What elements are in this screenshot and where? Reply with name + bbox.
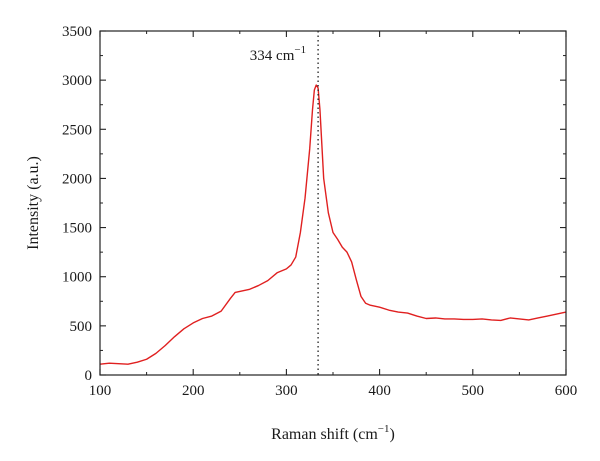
data-layer xyxy=(99,84,567,365)
x-axis-title: Raman shift (cm−1) xyxy=(271,423,395,443)
x-tick-label: 200 xyxy=(182,383,205,399)
peak-annotation: 334 cm−1 xyxy=(250,44,306,64)
y-axis-title: Intensity (a.u.) xyxy=(25,156,42,250)
x-tick-label: 500 xyxy=(462,383,485,399)
y-tick-label: 500 xyxy=(70,319,93,335)
x-axis-title-text: Raman shift (cm xyxy=(271,426,378,443)
x-tick-label: 600 xyxy=(555,383,578,399)
x-tick-label: 300 xyxy=(275,383,298,399)
y-tick-label: 2000 xyxy=(62,171,92,187)
x-tick-label: 400 xyxy=(368,383,391,399)
y-tick-label: 1500 xyxy=(62,221,92,237)
y-tick-label: 3500 xyxy=(62,24,92,40)
plot-frame xyxy=(99,30,567,376)
y-tick-label: 3000 xyxy=(62,73,92,89)
y-tick-label: 1000 xyxy=(62,270,92,286)
spectrum-line xyxy=(99,84,567,365)
x-axis-title-close: ) xyxy=(390,426,395,443)
peak-annotation-text: 334 cm xyxy=(250,48,295,64)
y-tick-label: 0 xyxy=(85,368,93,384)
peak-annotation-sup: −1 xyxy=(294,44,306,56)
ticks-layer: 100 200 300 400 500 600 0 500 1000 1500 2000 2500 30… xyxy=(62,24,577,399)
x-tick-label: 100 xyxy=(89,383,112,399)
x-axis-title-sup: −1 xyxy=(378,423,390,435)
y-tick-label: 2500 xyxy=(62,122,92,138)
